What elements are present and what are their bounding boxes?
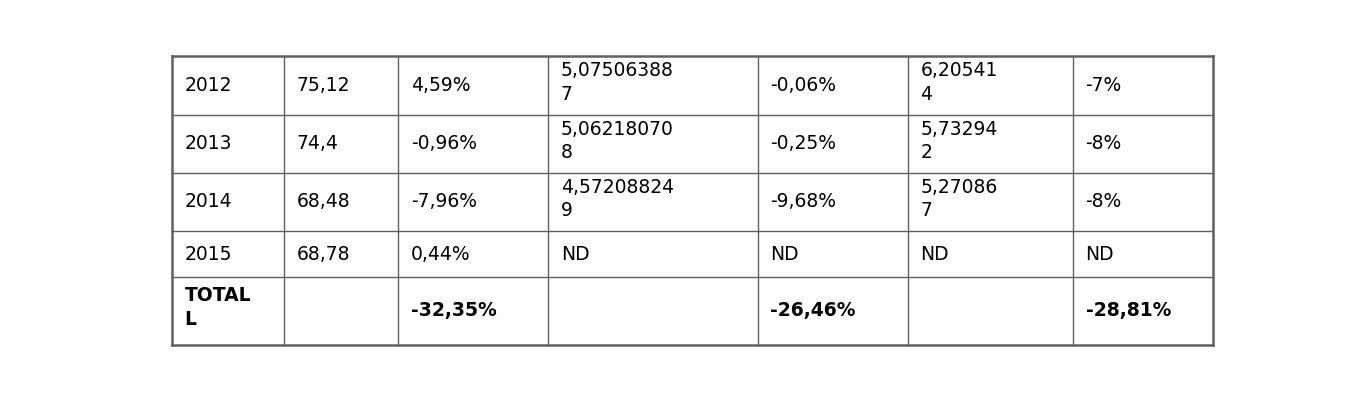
Text: 6,20541
4: 6,20541 4 xyxy=(920,61,998,104)
Text: ND: ND xyxy=(1086,245,1115,264)
Text: -0,96%: -0,96% xyxy=(411,134,477,153)
Text: 5,27086
7: 5,27086 7 xyxy=(920,178,997,220)
Text: ND: ND xyxy=(770,245,798,264)
Text: -7%: -7% xyxy=(1086,76,1121,95)
Text: TOTAL
L: TOTAL L xyxy=(185,286,251,329)
Text: 74,4: 74,4 xyxy=(296,134,338,153)
Text: 2013: 2013 xyxy=(185,134,232,153)
Text: -28,81%: -28,81% xyxy=(1086,301,1171,320)
Text: 75,12: 75,12 xyxy=(296,76,350,95)
Text: -26,46%: -26,46% xyxy=(770,301,857,320)
Text: -7,96%: -7,96% xyxy=(411,193,477,212)
Text: 5,73294
2: 5,73294 2 xyxy=(920,119,998,162)
Text: 68,78: 68,78 xyxy=(296,245,350,264)
Text: 4,57208824
9: 4,57208824 9 xyxy=(561,178,674,220)
Text: 4,59%: 4,59% xyxy=(411,76,470,95)
Text: -9,68%: -9,68% xyxy=(770,193,836,212)
Text: ND: ND xyxy=(920,245,948,264)
Text: 2015: 2015 xyxy=(185,245,232,264)
Text: -0,25%: -0,25% xyxy=(770,134,836,153)
Text: 5,07506388
7: 5,07506388 7 xyxy=(561,61,674,104)
Text: -8%: -8% xyxy=(1086,134,1121,153)
Text: ND: ND xyxy=(561,245,589,264)
Text: -8%: -8% xyxy=(1086,193,1121,212)
Text: 0,44%: 0,44% xyxy=(411,245,470,264)
Text: 2014: 2014 xyxy=(185,193,232,212)
Text: 68,48: 68,48 xyxy=(296,193,350,212)
Text: 2012: 2012 xyxy=(185,76,232,95)
Text: -0,06%: -0,06% xyxy=(770,76,836,95)
Text: -32,35%: -32,35% xyxy=(411,301,497,320)
Text: 5,06218070
8: 5,06218070 8 xyxy=(561,119,674,162)
